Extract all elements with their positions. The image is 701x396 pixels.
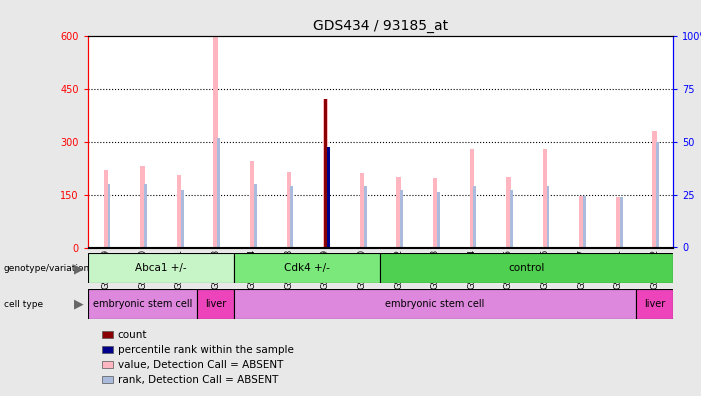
Text: embryonic stem cell: embryonic stem cell [386,299,485,309]
Bar [234,253,380,283]
Bar [181,190,184,248]
Text: liver: liver [205,299,226,309]
Bar [364,186,367,248]
Bar [400,190,403,248]
Bar [88,289,198,319]
Bar [177,175,182,248]
Text: ▶: ▶ [74,298,83,310]
Text: rank, Detection Call = ABSENT: rank, Detection Call = ABSENT [118,375,278,385]
Bar [198,289,234,319]
Bar [656,141,659,248]
Bar [107,184,111,248]
Text: liver: liver [644,299,665,309]
Bar [381,253,673,283]
Text: Abca1 +/-: Abca1 +/- [135,263,186,273]
Text: ▶: ▶ [74,262,83,275]
Bar [653,131,657,248]
Bar [470,148,474,248]
Bar [88,253,234,283]
Text: percentile rank within the sample: percentile rank within the sample [118,345,294,355]
Bar [250,161,254,248]
Bar [287,171,291,248]
Bar [396,177,401,248]
Bar [543,148,547,248]
Bar [217,138,220,248]
Bar [616,197,620,248]
Text: Cdk4 +/-: Cdk4 +/- [284,263,330,273]
Bar [234,289,637,319]
Text: genotype/variation: genotype/variation [4,264,90,273]
Bar [583,196,586,248]
Text: cell type: cell type [4,300,43,308]
Bar [327,147,330,248]
Bar [506,177,510,248]
Bar [324,99,327,248]
Text: embryonic stem cell: embryonic stem cell [93,299,192,309]
Bar [637,289,673,319]
Text: value, Detection Call = ABSENT: value, Detection Call = ABSENT [118,360,283,370]
Bar [437,192,440,248]
Bar [510,190,513,248]
Bar [290,186,294,248]
Bar [214,36,218,248]
Bar [254,184,257,248]
Bar [579,196,584,248]
Title: GDS434 / 93185_at: GDS434 / 93185_at [313,19,448,33]
Bar [433,177,437,248]
Bar [547,186,550,248]
Bar [473,186,476,248]
Bar [104,170,108,248]
Bar [327,147,330,248]
Bar [144,184,147,248]
Text: count: count [118,329,147,340]
Bar [140,166,144,248]
Bar [360,173,365,248]
Bar [620,197,622,248]
Text: control: control [508,263,545,273]
Bar [323,99,327,248]
